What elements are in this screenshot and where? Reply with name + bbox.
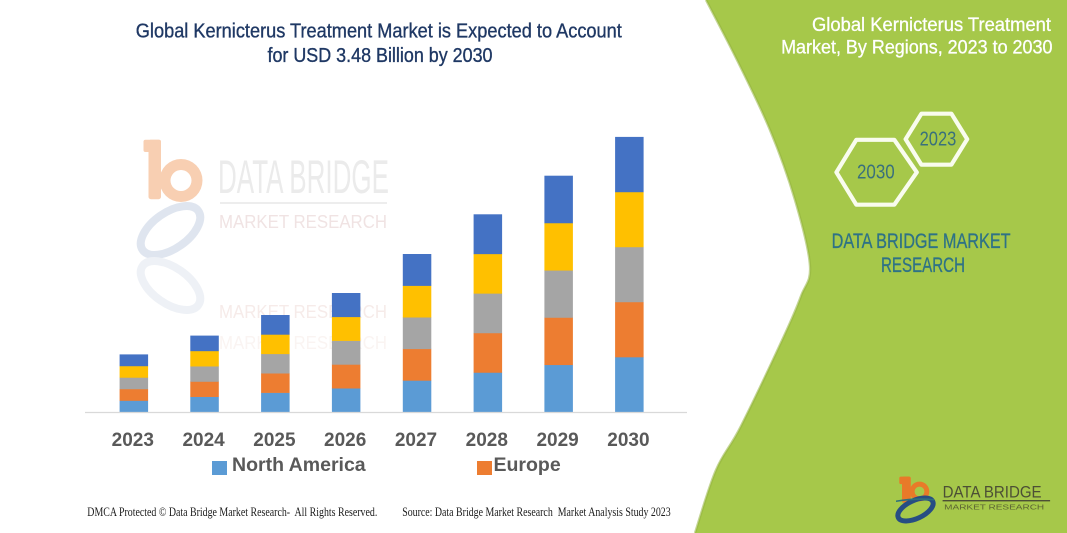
svg-text:DATA BRIDGE MARKET: DATA BRIDGE MARKET — [832, 230, 1011, 253]
svg-text:Global Kernicterus Treatment M: Global Kernicterus Treatment Market is E… — [136, 19, 622, 42]
svg-text:2023: 2023 — [920, 127, 957, 150]
svg-text:MARKET RESEARCH: MARKET RESEARCH — [219, 333, 387, 353]
svg-text:MARKET RESEARCH: MARKET RESEARCH — [219, 302, 387, 322]
svg-text:DATA BRIDGE: DATA BRIDGE — [218, 150, 389, 203]
svg-text:MARKET RESEARCH: MARKET RESEARCH — [944, 502, 1044, 511]
svg-text:Market, By Regions, 2023 to 20: Market, By Regions, 2023 to 2030 — [781, 37, 1052, 58]
svg-text:DATA BRIDGE: DATA BRIDGE — [943, 482, 1042, 501]
svg-text:2030: 2030 — [857, 161, 895, 184]
svg-text:RESEARCH: RESEARCH — [881, 254, 965, 277]
svg-text:Global Kernicterus Treatment: Global Kernicterus Treatment — [812, 15, 1052, 36]
svg-text:DMCA Protected © Data Bridge M: DMCA Protected © Data Bridge Market Rese… — [87, 504, 377, 519]
svg-text:Source: Data Bridge Market Res: Source: Data Bridge Market Research Mark… — [402, 504, 671, 519]
svg-text:for USD 3.48 Billion by 2030: for USD 3.48 Billion by 2030 — [268, 44, 493, 67]
svg-text:MARKET RESEARCH: MARKET RESEARCH — [219, 212, 387, 232]
